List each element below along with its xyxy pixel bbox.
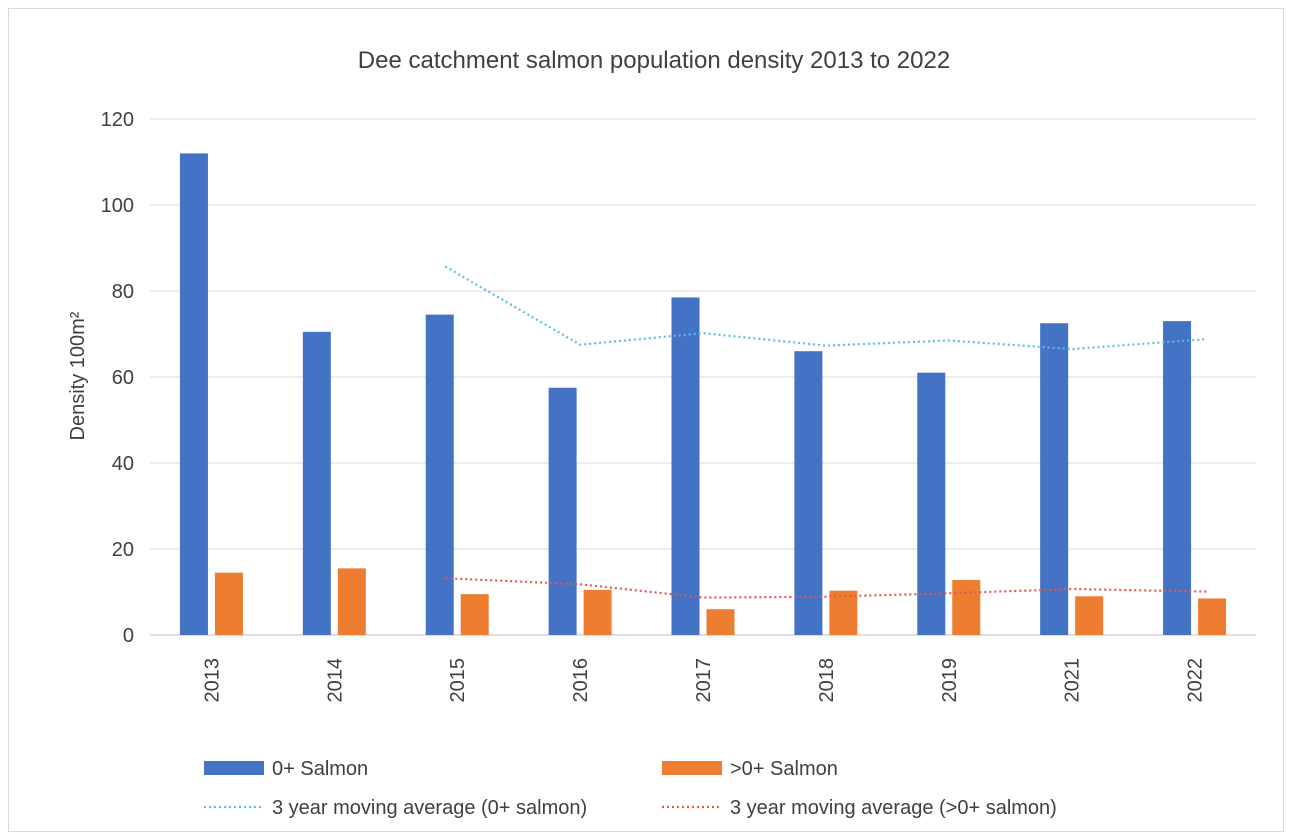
bar-0plus-salmon	[302, 331, 331, 635]
chart-frame	[8, 8, 1284, 832]
bar-over-0plus-salmon	[1075, 596, 1104, 635]
bar-0plus-salmon	[671, 297, 700, 635]
legend: 0+ Salmon >0+ Salmon 3 year moving average…	[204, 758, 1057, 819]
moving-average-line-0plus	[444, 265, 1207, 351]
x-tick-label: 2018	[816, 658, 838, 703]
y-tick-labels: 0 20 40 60 80 100 120	[101, 109, 134, 647]
x-tick-labels: 2013 2014 2015 2016 2017 2018 2019 2021 2022	[201, 658, 1206, 703]
legend-swatch	[204, 761, 264, 775]
legend-label: 0+ Salmon	[272, 758, 368, 780]
bar-over-0plus-salmon	[460, 594, 489, 635]
moving-average-layer	[444, 265, 1207, 599]
bar-0plus-salmon	[179, 153, 208, 635]
y-tick-label: 80	[112, 281, 134, 303]
bar-0plus-salmon	[1040, 323, 1069, 635]
x-tick-label: 2022	[1185, 658, 1207, 703]
bar-over-0plus-salmon	[706, 609, 735, 635]
bar-over-0plus-salmon	[214, 572, 243, 635]
bar-over-0plus-salmon	[952, 579, 981, 635]
x-tick-label: 2015	[447, 658, 469, 703]
y-tick-label: 0	[123, 625, 134, 647]
x-tick-label: 2017	[693, 658, 715, 703]
bar-over-0plus-salmon	[337, 568, 366, 635]
bar-0plus-salmon	[1163, 321, 1192, 635]
x-tick-label: 2016	[570, 658, 592, 703]
bar-0plus-salmon	[425, 314, 454, 635]
bar-layer	[179, 153, 1227, 635]
legend-label: 3 year moving average (0+ salmon)	[272, 797, 587, 819]
x-tick-label: 2014	[324, 658, 346, 703]
bar-over-0plus-salmon	[583, 589, 612, 635]
x-tick-label: 2021	[1062, 658, 1084, 703]
bar-0plus-salmon	[917, 372, 946, 635]
legend-label: >0+ Salmon	[730, 758, 838, 780]
bar-0plus-salmon	[548, 387, 577, 635]
y-tick-label: 120	[101, 109, 134, 131]
legend-swatch	[662, 761, 722, 775]
chart-title: Dee catchment salmon population density …	[358, 47, 950, 74]
grid-layer	[150, 118, 1256, 636]
bar-0plus-salmon	[794, 351, 823, 635]
y-tick-label: 40	[112, 453, 134, 475]
y-tick-label: 60	[112, 367, 134, 389]
y-tick-label: 20	[112, 539, 134, 561]
bar-over-0plus-salmon	[829, 590, 858, 635]
y-tick-label: 100	[101, 195, 134, 217]
legend-label: 3 year moving average (>0+ salmon)	[730, 797, 1057, 819]
y-axis-title: Density 100m²	[67, 311, 89, 440]
x-tick-label: 2019	[939, 658, 961, 703]
moving-average-line-over-0plus	[445, 577, 1207, 599]
x-tick-label: 2013	[201, 658, 223, 703]
bar-over-0plus-salmon	[1198, 598, 1227, 635]
